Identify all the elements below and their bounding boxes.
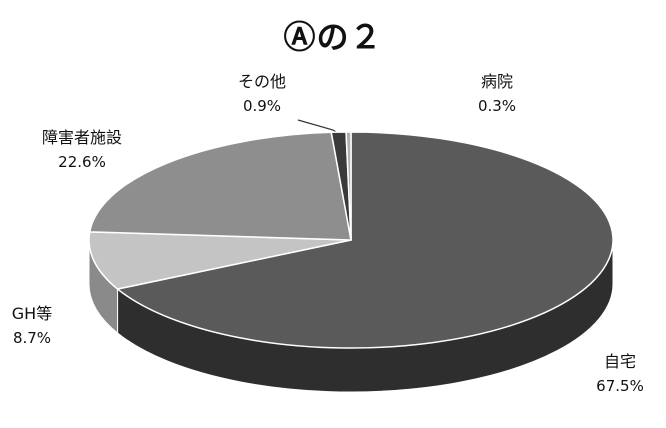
slice-label-gh: GH等 8.7% bbox=[2, 302, 62, 350]
slice-label-byoin: 病院 0.3% bbox=[462, 70, 532, 118]
slice-label-byoin-name: 病院 bbox=[480, 72, 513, 91]
pie-slice-shisetsu bbox=[88, 131, 352, 241]
slice-label-shisetsu-value: 22.6% bbox=[58, 153, 106, 171]
slice-label-sonota: その他 0.9% bbox=[222, 70, 302, 118]
slice-label-jitaku: 自宅 67.5% bbox=[585, 350, 655, 398]
slice-label-gh-value: 8.7% bbox=[12, 329, 52, 347]
slice-label-jitaku-name: 自宅 bbox=[603, 352, 636, 371]
pie-slice-byoin bbox=[345, 131, 352, 241]
slice-label-jitaku-value: 67.5% bbox=[596, 377, 644, 395]
slice-label-byoin-value: 0.3% bbox=[477, 97, 517, 115]
pie-slice-jitaku bbox=[116, 131, 614, 349]
slice-label-gh-name: GH等 bbox=[11, 304, 53, 323]
slice-label-sonota-name: その他 bbox=[237, 72, 286, 91]
pie-slice-gh bbox=[88, 231, 352, 290]
chart-title: Ⓐの２ bbox=[283, 18, 383, 56]
slice-label-shisetsu-name: 障害者施設 bbox=[41, 128, 122, 147]
slice-label-shisetsu: 障害者施設 22.6% bbox=[22, 126, 142, 174]
slice-label-sonota-value: 0.9% bbox=[242, 97, 282, 115]
